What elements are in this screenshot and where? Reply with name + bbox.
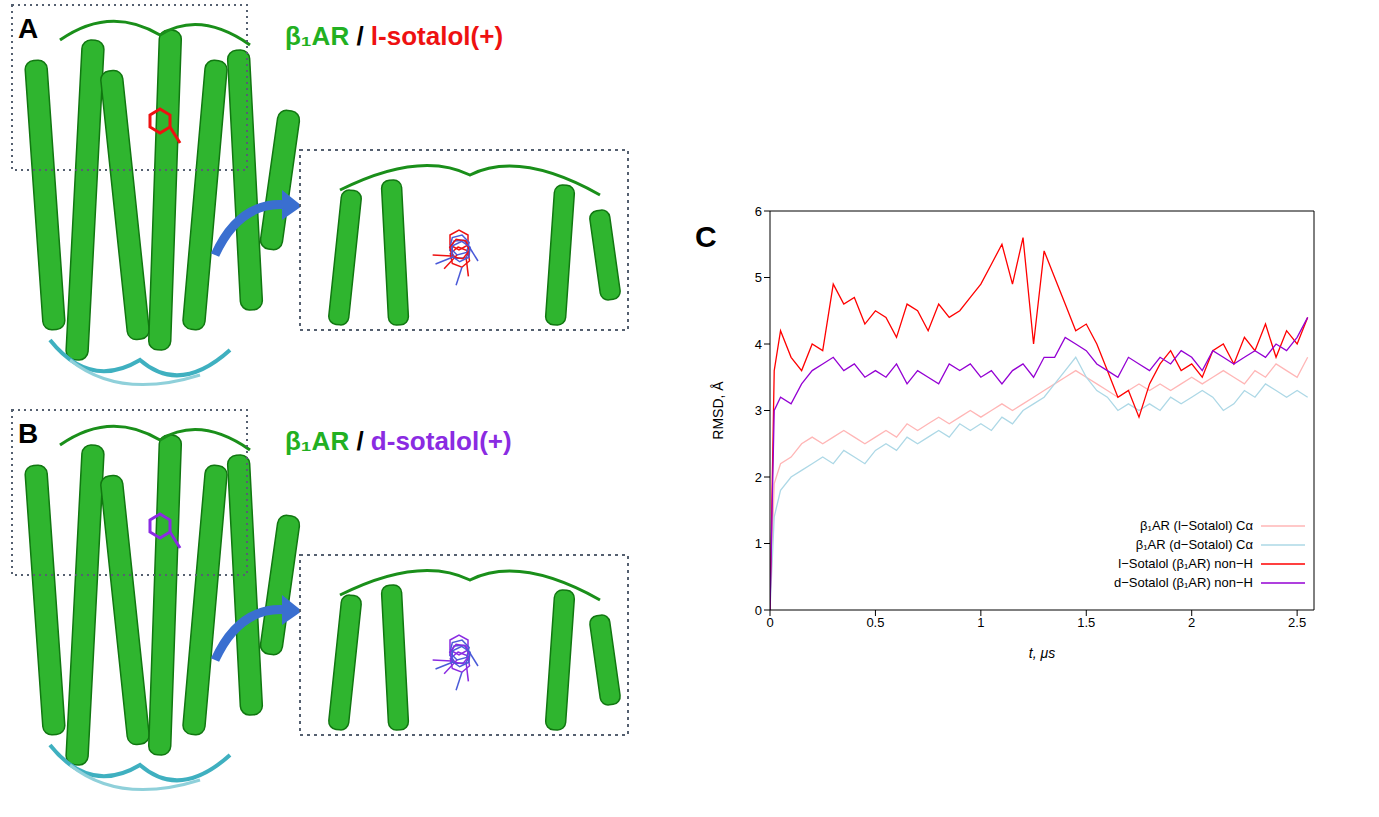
- svg-text:RMSD, Å: RMSD, Å: [710, 381, 726, 440]
- svg-text:A: A: [18, 13, 38, 44]
- svg-text:1: 1: [755, 536, 762, 551]
- html-text:d−Sotalol (β₁AR) non−H: d−Sotalol (β₁AR) non−H: [1114, 575, 1253, 590]
- svg-text:6: 6: [755, 204, 762, 219]
- svg-text:B: B: [18, 418, 38, 449]
- html-text:β₁AR (l−Sotalol) Cα: β₁AR (l−Sotalol) Cα: [1140, 518, 1253, 533]
- svg-text:1.5: 1.5: [1077, 615, 1095, 630]
- svg-text:1: 1: [977, 615, 984, 630]
- svg-text:4: 4: [755, 337, 762, 352]
- svg-text:2.5: 2.5: [1288, 615, 1306, 630]
- svg-text:0: 0: [766, 615, 773, 630]
- svg-text:2: 2: [1188, 615, 1195, 630]
- html-text:C: C: [695, 220, 717, 253]
- svg-text:0.5: 0.5: [866, 615, 884, 630]
- svg-text:2: 2: [755, 470, 762, 485]
- html-text:β₁AR (d−Sotalol) Cα: β₁AR (d−Sotalol) Cα: [1135, 537, 1253, 552]
- svg-text:β₁AR / l-sotalol(+): β₁AR / l-sotalol(+): [285, 21, 503, 51]
- svg-text:β₁AR / d-sotalol(+): β₁AR / d-sotalol(+): [285, 426, 512, 456]
- html-text:l−Sotalol (β₁AR) non−H: l−Sotalol (β₁AR) non−H: [1118, 556, 1253, 571]
- svg-text:5: 5: [755, 270, 762, 285]
- svg-text:t, μs: t, μs: [1029, 645, 1055, 661]
- svg-text:3: 3: [755, 403, 762, 418]
- svg-text:0: 0: [755, 603, 762, 618]
